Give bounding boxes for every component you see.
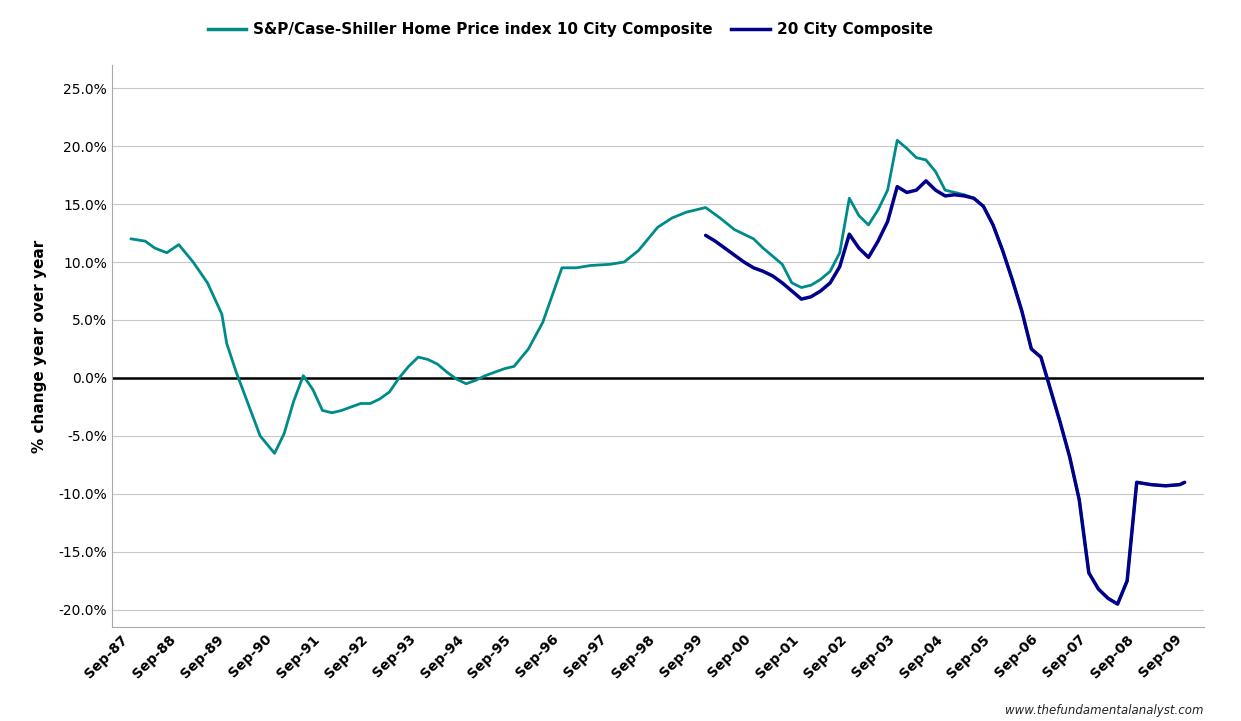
Legend: S&P/Case-Shiller Home Price index 10 City Composite, 20 City Composite: S&P/Case-Shiller Home Price index 10 Cit… xyxy=(201,17,939,43)
Y-axis label: % change year over year: % change year over year xyxy=(32,239,47,453)
Text: www.thefundamentalanalyst.com: www.thefundamentalanalyst.com xyxy=(1005,704,1204,717)
